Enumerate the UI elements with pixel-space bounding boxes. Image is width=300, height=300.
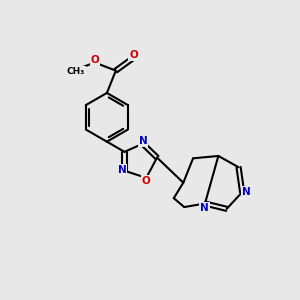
Text: N: N [139, 136, 148, 146]
Text: CH₃: CH₃ [67, 67, 85, 76]
Text: N: N [200, 203, 209, 213]
Text: N: N [118, 165, 127, 175]
Text: O: O [91, 55, 99, 65]
Text: O: O [129, 50, 138, 60]
Text: O: O [142, 176, 151, 186]
Text: N: N [242, 187, 250, 196]
